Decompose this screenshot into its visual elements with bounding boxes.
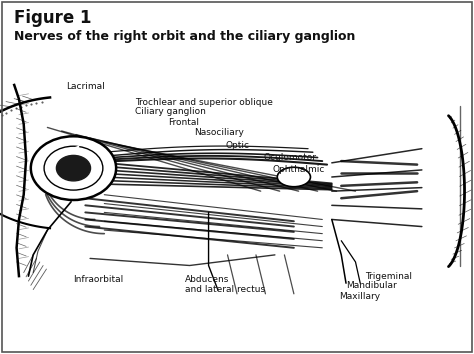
Ellipse shape: [277, 167, 310, 187]
Text: Infraorbital: Infraorbital: [73, 275, 124, 284]
Circle shape: [56, 155, 91, 181]
Text: Oculomotor: Oculomotor: [263, 153, 316, 162]
Text: Nerves of the right orbit and the ciliary ganglion: Nerves of the right orbit and the ciliar…: [14, 30, 356, 43]
Text: Lacrimal: Lacrimal: [66, 82, 105, 91]
Circle shape: [31, 136, 116, 200]
Text: Frontal: Frontal: [168, 118, 199, 127]
Text: Trigeminal: Trigeminal: [365, 272, 412, 281]
Text: and lateral rectus: and lateral rectus: [185, 285, 265, 294]
Text: Abducens: Abducens: [185, 275, 229, 284]
Text: Trochlear and superior oblique: Trochlear and superior oblique: [135, 98, 273, 107]
Text: Maxillary: Maxillary: [339, 292, 380, 301]
Text: Nasociliary: Nasociliary: [194, 128, 244, 137]
Text: Optic: Optic: [225, 141, 249, 150]
Text: Ciliary ganglion: Ciliary ganglion: [135, 107, 206, 116]
Text: Ophthalmic: Ophthalmic: [273, 165, 325, 175]
Text: Figure 1: Figure 1: [14, 9, 92, 27]
Text: Mandibular: Mandibular: [346, 281, 397, 290]
